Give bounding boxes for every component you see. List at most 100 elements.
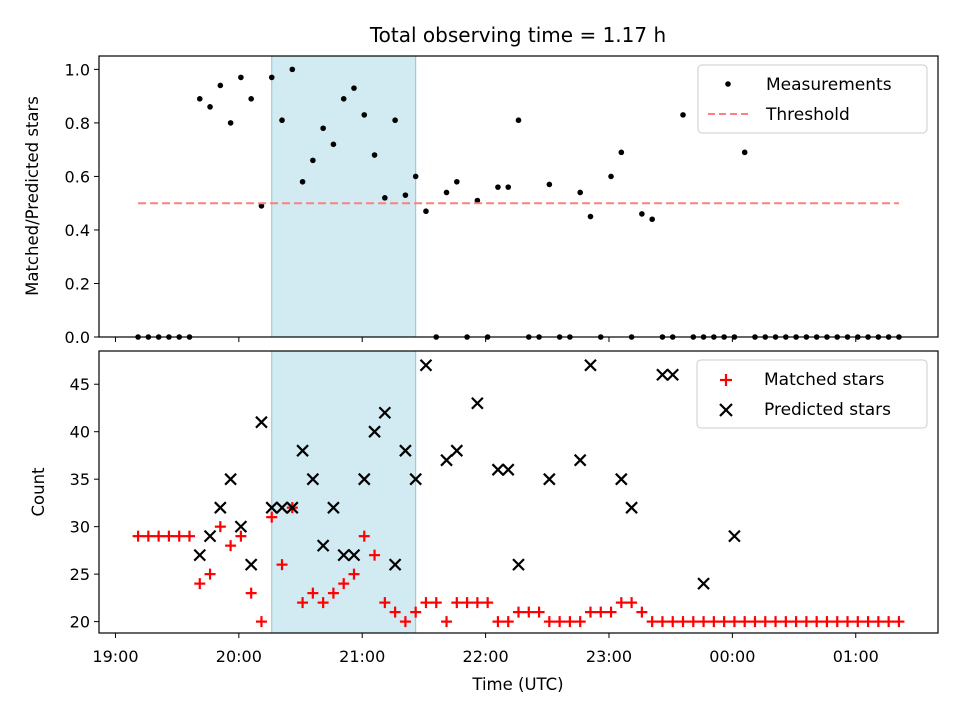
predicted-star-point <box>573 453 587 467</box>
observing-window-shade-bottom <box>271 350 417 634</box>
matched-star-point <box>369 549 381 561</box>
matched-star-point <box>297 597 309 609</box>
matched-star-point <box>461 597 473 609</box>
matched-star-point <box>677 616 689 628</box>
matched-star-point <box>698 616 710 628</box>
predicted-star-point <box>450 444 464 457</box>
matched-star-point <box>574 616 586 628</box>
legend-matched-marker <box>720 374 732 386</box>
predicted-star-point <box>265 501 279 514</box>
y-tick-label: 45 <box>70 375 90 394</box>
y-tick-label: 1.0 <box>65 60 90 79</box>
matched-star-point <box>800 616 812 628</box>
matched-star-point <box>584 606 596 618</box>
measurement-point <box>423 208 429 215</box>
matched-star-point <box>564 616 576 628</box>
y-tick-label: 35 <box>70 470 90 489</box>
measurement-point <box>279 117 285 124</box>
legend-measurements-marker <box>725 81 731 87</box>
matched-star-point <box>595 606 607 618</box>
matched-star-point <box>338 578 350 590</box>
predicted-star-point <box>316 539 330 552</box>
measurement-point <box>361 112 368 118</box>
measurement-point <box>402 192 409 198</box>
measurement-point <box>741 149 748 156</box>
measurement-point <box>248 96 254 102</box>
matched-star-point <box>399 616 411 628</box>
bottom-legend: Matched stars Predicted stars <box>696 359 928 429</box>
predicted-star-point <box>368 425 381 438</box>
matched-star-point <box>441 616 453 628</box>
observing-window-shade-top <box>271 55 417 338</box>
predicted-star-point <box>471 396 484 410</box>
matched-star-point <box>235 530 247 542</box>
y-tick-label: 25 <box>70 565 90 584</box>
matched-star-point <box>862 616 874 628</box>
matched-star-point <box>255 616 267 628</box>
predicted-star-point <box>409 472 422 486</box>
matched-star-point <box>523 606 535 618</box>
matched-star-point <box>379 597 391 609</box>
measurement-point <box>268 74 275 81</box>
legend-threshold-label: Threshold <box>765 105 850 125</box>
matched-star-point <box>132 530 144 542</box>
predicted-star-point <box>306 472 320 486</box>
matched-star-point <box>163 530 175 542</box>
x-tick-label: 01:00 <box>833 647 879 666</box>
legend-predicted-label: Predicted stars <box>764 400 891 420</box>
legend-predicted-marker <box>719 403 733 417</box>
matched-star-point <box>554 616 566 628</box>
measurement-point <box>196 96 203 102</box>
measurement-point <box>443 189 450 196</box>
y-tick-label: 30 <box>70 518 90 537</box>
matched-star-point <box>502 616 514 628</box>
matched-star-point <box>770 616 782 628</box>
top-ticks: 0.0 0.2 0.4 0.6 0.8 1.0 <box>65 60 857 347</box>
measurement-point <box>330 141 337 148</box>
matched-star-point <box>410 606 422 618</box>
measurement-point <box>587 213 594 220</box>
x-tick-label: 21:00 <box>339 647 385 666</box>
matched-star-point <box>471 597 483 609</box>
predicted-star-point <box>193 548 207 562</box>
matched-star-point <box>153 530 165 542</box>
predicted-star-point <box>224 472 237 486</box>
measurement-point <box>392 117 398 124</box>
matched-star-point <box>204 568 216 580</box>
predicted-star-point <box>244 558 258 571</box>
matched-star-point <box>327 587 339 599</box>
measurement-point <box>351 85 357 91</box>
measurement-point <box>474 197 481 204</box>
measurement-point <box>299 178 306 185</box>
predicted-star-point <box>501 463 515 476</box>
measurement-point <box>608 173 614 180</box>
matched-star-point <box>266 511 278 523</box>
x-tick-label: 19:00 <box>92 647 138 666</box>
matched-star-point <box>225 540 237 552</box>
measurement-point <box>289 66 296 73</box>
matched-star-point <box>852 616 864 628</box>
predicted-star-point <box>584 358 597 372</box>
measurement-point <box>515 117 522 124</box>
measurement-point <box>258 203 265 209</box>
bottom-series <box>132 358 905 628</box>
matched-star-point <box>780 616 792 628</box>
predicted-star-point <box>255 415 268 429</box>
measurement-point <box>412 173 419 180</box>
matched-star-point <box>893 616 905 628</box>
matched-star-point <box>626 597 638 609</box>
matched-star-point <box>183 530 195 542</box>
predicted-star-point <box>656 368 669 382</box>
chart-title: Total observing time = 1.17 h <box>369 23 666 47</box>
measurement-point <box>639 211 645 217</box>
matched-star-point <box>759 616 771 628</box>
measurement-point <box>371 152 378 158</box>
matched-star-point <box>605 606 617 618</box>
matched-star-point <box>883 616 895 628</box>
matched-star-point <box>821 616 833 628</box>
top-panel: 0.0 0.2 0.4 0.6 0.8 1.0 Matched/Predicted sta… <box>23 55 939 347</box>
matched-star-point <box>667 616 679 628</box>
predicted-star-point <box>419 358 433 372</box>
matched-star-point <box>615 597 627 609</box>
matched-star-point <box>533 606 545 618</box>
